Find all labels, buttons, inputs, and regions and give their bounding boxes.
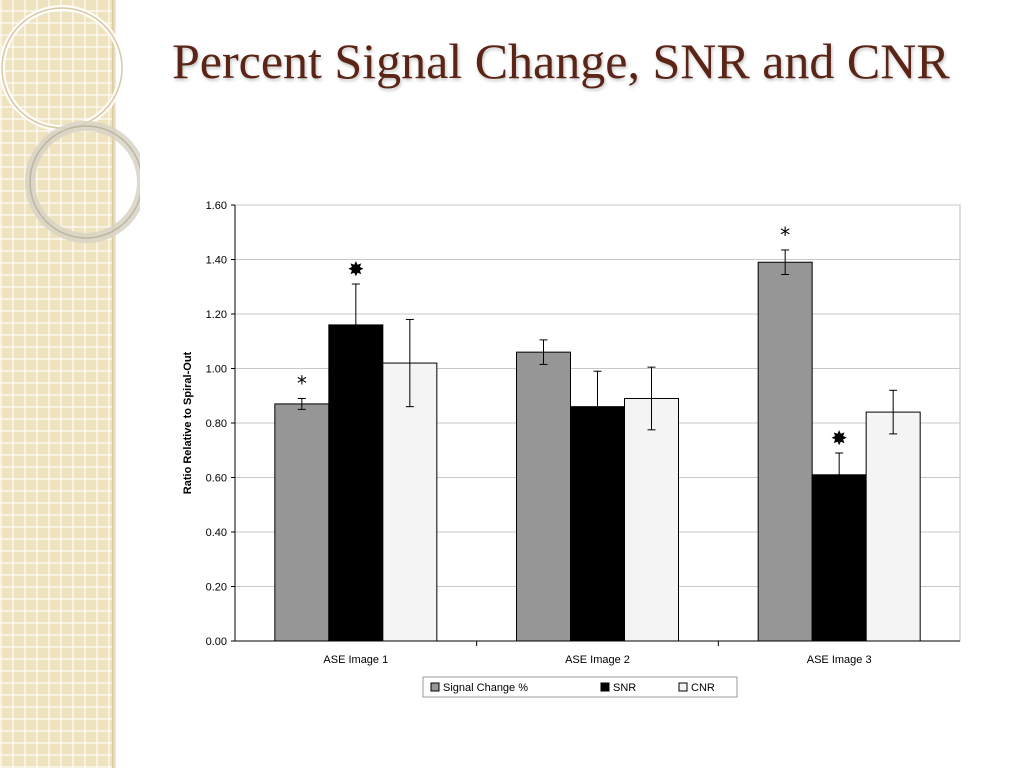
bar <box>328 324 384 642</box>
y-tick-label: 0.20 <box>206 582 227 594</box>
significance-marker: ✸ <box>347 257 364 281</box>
significance-marker: * <box>780 223 790 247</box>
bar <box>516 351 571 642</box>
legend-swatch <box>600 682 610 692</box>
category-label: ASE Image 3 <box>807 654 872 666</box>
significance-marker: ✸ <box>831 426 848 450</box>
y-tick-label: 0.60 <box>206 473 227 485</box>
legend-label: SNR <box>613 682 636 694</box>
bar <box>624 397 679 642</box>
bar <box>811 474 867 642</box>
legend-label: Signal Change % <box>443 682 528 694</box>
bar <box>757 261 813 642</box>
y-tick-label: 0.80 <box>206 418 227 430</box>
side-panel-edge <box>112 0 116 768</box>
legend-swatch <box>430 682 440 692</box>
bar <box>570 406 625 642</box>
y-axis-title: Ratio Relative to Spiral-Out <box>182 351 194 494</box>
bar <box>865 411 921 642</box>
slide-title: Percent Signal Change, SNR and CNR <box>172 33 950 89</box>
legend-box <box>422 676 738 698</box>
decorative-rings <box>0 5 140 243</box>
bar <box>382 362 438 642</box>
y-tick-label: 0.00 <box>206 636 227 648</box>
y-tick-label: 1.40 <box>206 255 227 267</box>
bar <box>274 403 330 642</box>
significance-marker: * <box>297 371 307 395</box>
y-tick-label: 1.00 <box>206 364 227 376</box>
legend-swatch <box>678 682 688 692</box>
y-tick-label: 0.40 <box>206 527 227 539</box>
legend-label: CNR <box>691 682 715 694</box>
y-tick-label: 1.60 <box>206 200 227 212</box>
category-label: ASE Image 2 <box>565 654 630 666</box>
y-tick-label: 1.20 <box>206 309 227 321</box>
category-label: ASE Image 1 <box>323 654 388 666</box>
